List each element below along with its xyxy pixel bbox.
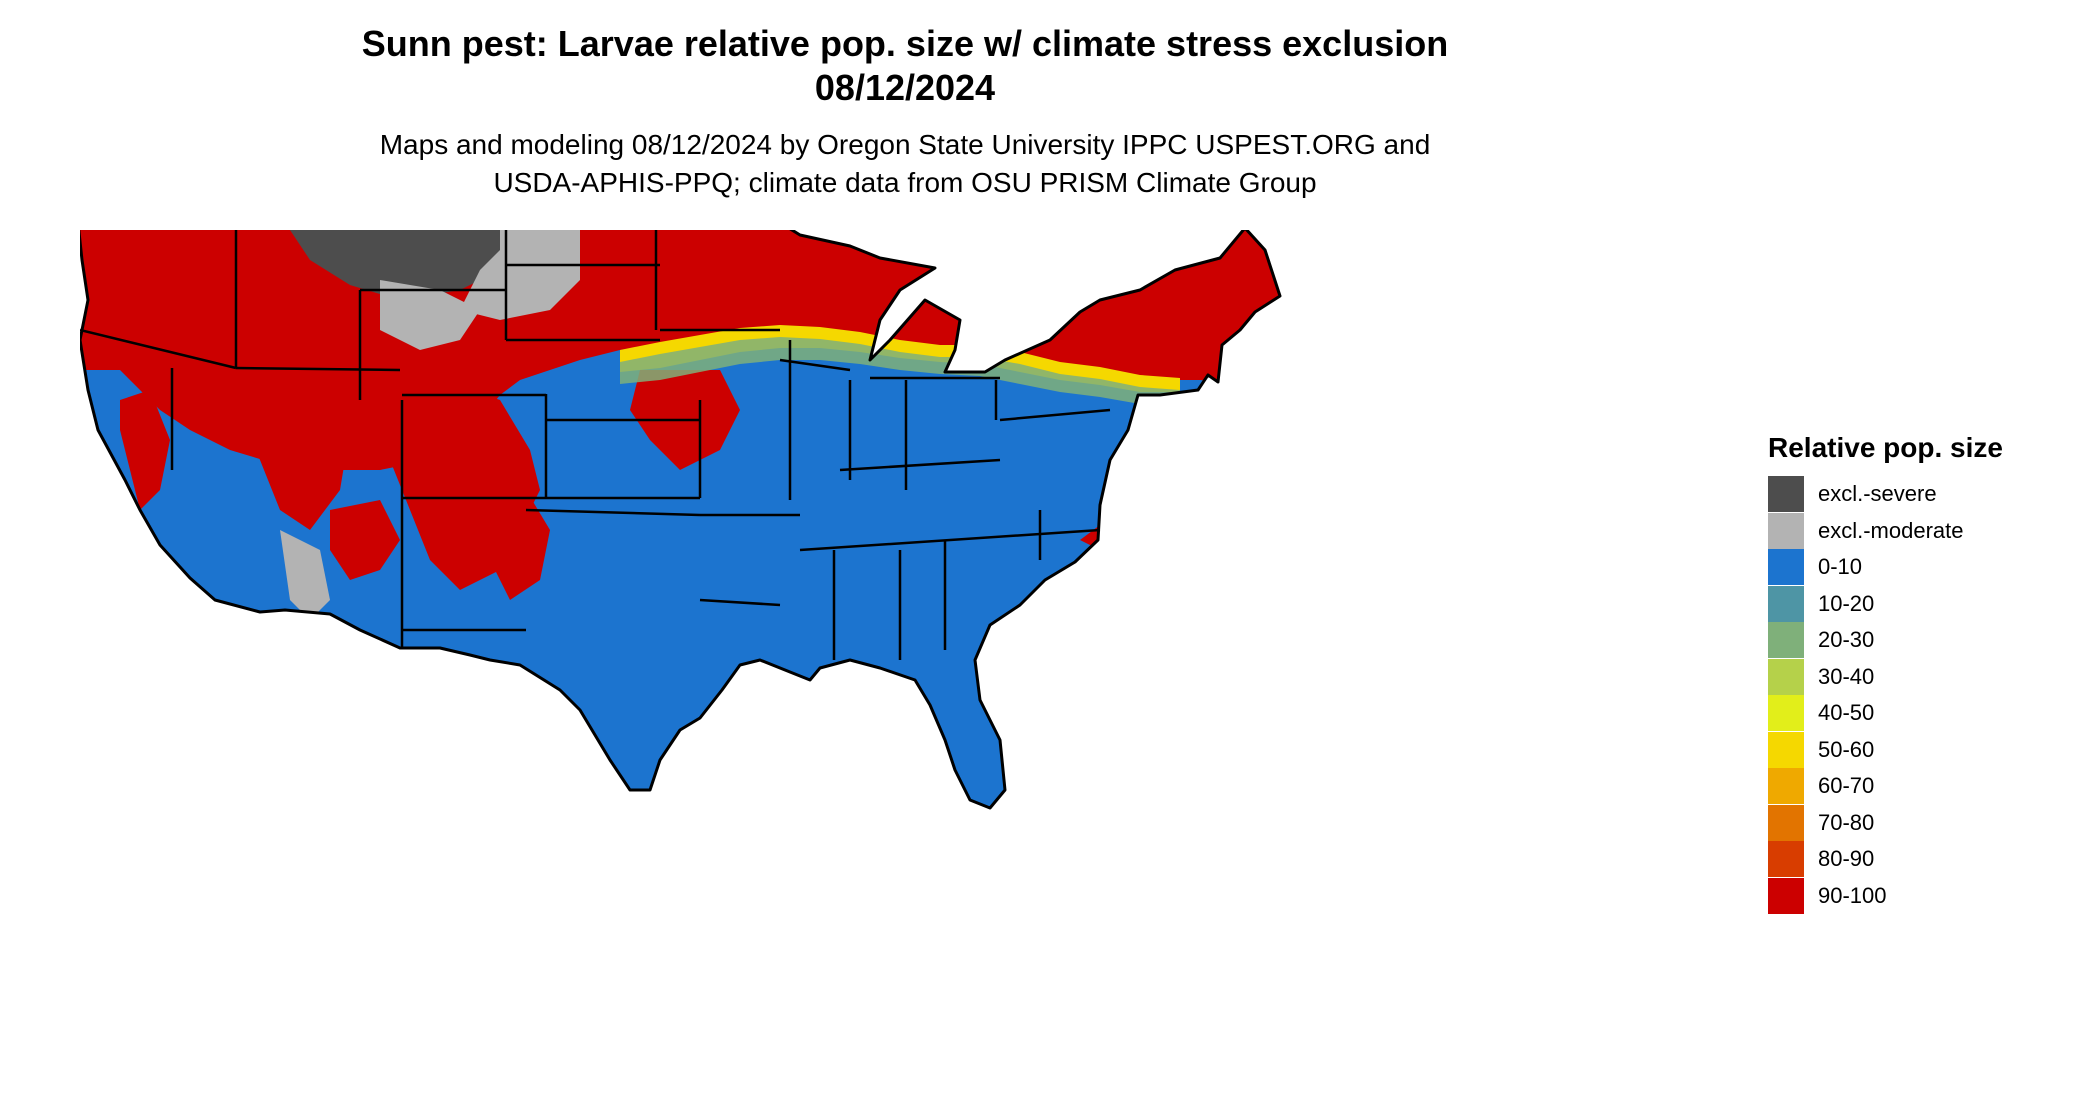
legend-label: 0-10 bbox=[1818, 554, 1863, 580]
map-subtitle: Maps and modeling 08/12/2024 by Oregon S… bbox=[0, 126, 1810, 202]
legend-swatch bbox=[1768, 768, 1804, 805]
state-border bbox=[525, 508, 701, 517]
state-border bbox=[79, 328, 237, 370]
map-title: Sunn pest: Larvae relative pop. size w/ … bbox=[0, 22, 1810, 110]
legend-label: 80-90 bbox=[1818, 846, 1875, 872]
state-border bbox=[999, 408, 1111, 422]
state-border bbox=[779, 358, 851, 372]
map-title-line-1: Sunn pest: Larvae relative pop. size w/ … bbox=[361, 23, 1449, 64]
zone-transition-mid bbox=[620, 337, 1180, 404]
legend-item: excl.-severe bbox=[1768, 476, 2088, 513]
legend-label: 50-60 bbox=[1818, 736, 1875, 762]
state-border bbox=[699, 598, 781, 607]
legend-label: 70-80 bbox=[1818, 809, 1875, 835]
legend-swatch bbox=[1768, 622, 1804, 659]
us-border bbox=[74, 184, 1282, 810]
legend-swatch bbox=[1768, 658, 1804, 695]
legend-swatch bbox=[1768, 804, 1804, 841]
legend-swatch bbox=[1768, 841, 1804, 878]
us-map bbox=[74, 184, 1760, 1110]
legend-swatch bbox=[1768, 549, 1804, 586]
state-border bbox=[839, 458, 1001, 472]
legend: Relative pop. size excl.-severe excl.-mod… bbox=[1768, 430, 2088, 914]
state-border bbox=[799, 528, 1101, 552]
legend-item: excl.-moderate bbox=[1768, 512, 2088, 550]
zone-high-northeast bbox=[1150, 230, 1280, 385]
legend-label: 60-70 bbox=[1818, 773, 1875, 799]
zone-high-west bbox=[240, 380, 350, 530]
legend-item: 50-60 bbox=[1768, 731, 2088, 769]
legend-item: 40-50 bbox=[1768, 695, 2088, 732]
legend-swatch bbox=[1768, 512, 1804, 549]
state-border bbox=[235, 366, 401, 372]
legend-label: 20-30 bbox=[1818, 627, 1875, 653]
legend-item: 60-70 bbox=[1768, 768, 2088, 805]
us-map-svg bbox=[74, 184, 1282, 810]
legend-item: 80-90 bbox=[1768, 841, 2088, 878]
legend-items: excl.-severe excl.-moderate 0-10 10-20 20-30… bbox=[1768, 476, 2088, 914]
legend-item: 30-40 bbox=[1768, 658, 2088, 696]
legend-label: excl.-moderate bbox=[1818, 517, 1964, 543]
legend-label: 10-20 bbox=[1818, 590, 1875, 616]
legend-item: 90-100 bbox=[1768, 877, 2088, 915]
legend-item: 10-20 bbox=[1768, 585, 2088, 623]
legend-item: 0-10 bbox=[1768, 549, 2088, 586]
map-title-date: 08/12/2024 bbox=[814, 67, 996, 108]
zone-high-west bbox=[120, 390, 170, 510]
zone-high-west bbox=[330, 500, 400, 580]
legend-label: 30-40 bbox=[1818, 663, 1875, 689]
legend-label: 40-50 bbox=[1818, 700, 1875, 726]
legend-swatch bbox=[1768, 476, 1804, 513]
zone-excl-moderate bbox=[380, 280, 480, 350]
legend-label: 90-100 bbox=[1818, 882, 1887, 908]
legend-swatch bbox=[1768, 731, 1804, 768]
legend-title: Relative pop. size bbox=[1768, 432, 2003, 463]
legend-swatch bbox=[1768, 877, 1804, 914]
legend-item: 70-80 bbox=[1768, 804, 2088, 842]
legend-swatch bbox=[1768, 585, 1804, 622]
legend-label: excl.-severe bbox=[1818, 481, 1937, 507]
legend-item: 20-30 bbox=[1768, 622, 2088, 659]
map-subtitle-line-2: USDA-APHIS-PPQ; climate data from OSU PR… bbox=[493, 167, 1317, 198]
legend-swatch bbox=[1768, 695, 1804, 732]
map-subtitle-line-1: Maps and modeling 08/12/2024 by Oregon S… bbox=[379, 129, 1431, 160]
zone-excl-moderate bbox=[280, 530, 330, 620]
